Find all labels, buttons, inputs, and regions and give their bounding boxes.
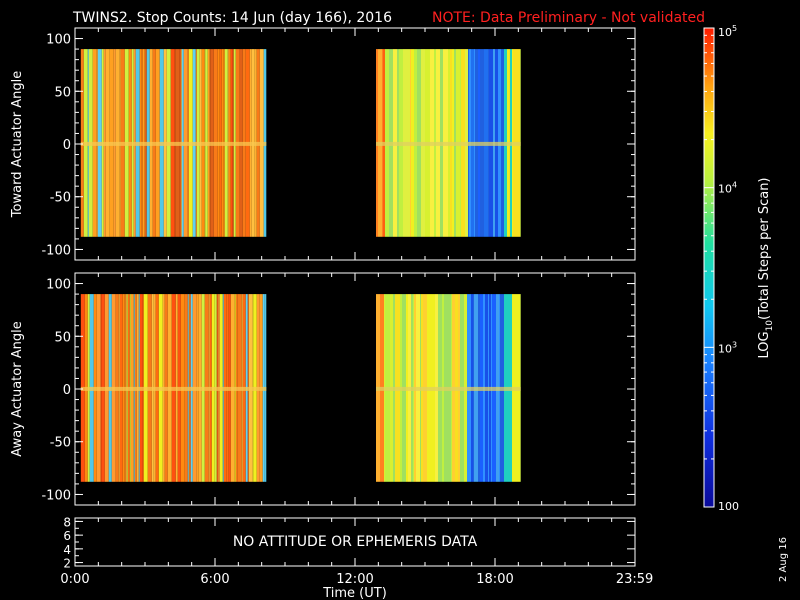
x-axis-label: Time (UT): [322, 586, 387, 600]
y-tick-label: 4: [63, 543, 71, 557]
y-tick-label: -50: [50, 191, 71, 206]
chart-title: TWINS2. Stop Counts: 14 Jun (day 166), 2…: [72, 10, 392, 26]
colorbar-tick-label: 104: [718, 181, 737, 196]
y-tick-label: 2: [63, 557, 71, 571]
y-tick-label: -100: [41, 243, 71, 258]
chart-note: NOTE: Data Preliminary - Not validated: [432, 10, 705, 26]
zero-angle-band: [80, 386, 267, 391]
x-tick-label: 23:59: [616, 572, 653, 587]
y-tick-label: 6: [63, 529, 71, 543]
x-tick-label: 6:00: [200, 572, 229, 587]
colorbar: 100 103 104 105 LOG10(Total Steps per Scan): [703, 24, 775, 513]
y-axis-label: Away Actuator Angle: [10, 321, 25, 456]
y-axis-label: Toward Actuator Angle: [10, 71, 25, 218]
y-tick-label: 0: [63, 383, 71, 398]
panel-away: 100 50 0 -50 -100 Away Actuator Angle: [10, 272, 636, 506]
y-tick-label: 100: [46, 33, 71, 48]
colorbar-tick-label: 100: [718, 500, 739, 513]
y-tick-label: -100: [41, 488, 71, 503]
footer-date: 2 Aug 16: [778, 537, 789, 582]
no-data-message: NO ATTITUDE OR EPHEMERIS DATA: [233, 534, 478, 550]
panel-toward: 100 50 0 -50 -100 Toward Actuator Angle: [10, 27, 636, 261]
colorbar-label: LOG10(Total Steps per Scan): [757, 177, 775, 358]
y-tick-label: 0: [63, 138, 71, 153]
colorbar-ticks: 100 103 104 105: [704, 24, 739, 513]
y-tick-label: 100: [46, 278, 71, 293]
zero-angle-band: [376, 386, 521, 391]
zero-angle-band: [376, 141, 521, 146]
colorbar-gradient: [703, 27, 715, 508]
x-tick-label: 12:00: [336, 572, 373, 587]
zero-angle-band: [80, 141, 267, 146]
y-tick-label: -50: [50, 436, 71, 451]
y-tick-label: 50: [54, 330, 71, 345]
x-tick-label: 0:00: [60, 572, 89, 587]
colorbar-tick-label: 103: [718, 340, 737, 355]
colorbar-tick-label: 105: [718, 24, 737, 39]
y-tick-label: 50: [54, 85, 71, 100]
x-tick-label: 18:00: [476, 572, 513, 587]
y-tick-label: 8: [63, 515, 71, 529]
